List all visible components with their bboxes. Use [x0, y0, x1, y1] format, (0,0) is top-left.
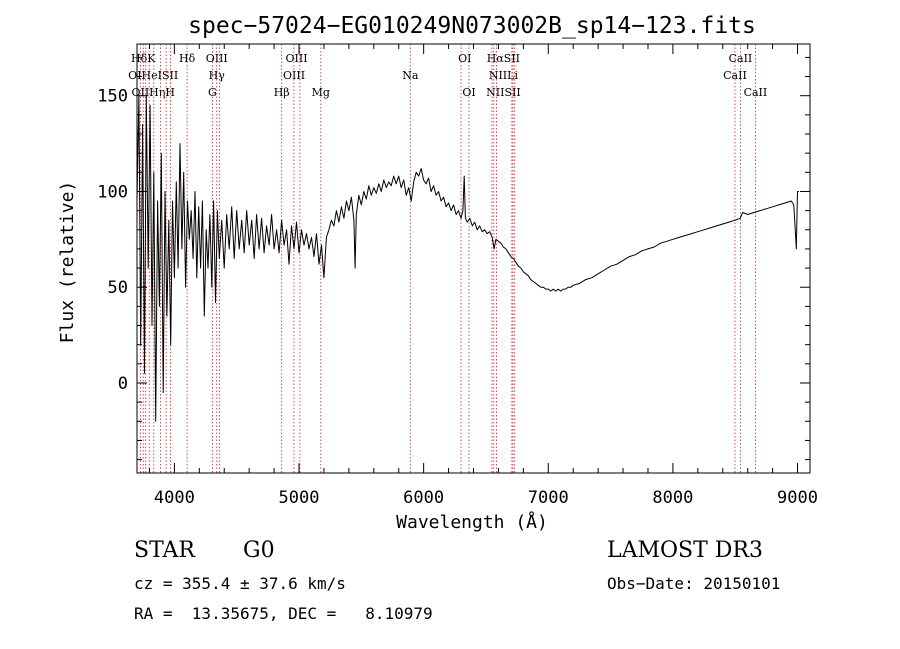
object-type: STAR: [134, 538, 195, 563]
line-label: CaII: [744, 86, 768, 99]
x-axis: 4000 5000 6000 7000 8000 9000: [148, 44, 818, 508]
obs-date: Obs−Date: 20150101: [607, 574, 781, 593]
y-tick-label: 150: [97, 87, 128, 107]
line-label: OIHeISII: [128, 69, 178, 82]
line-label: CaII: [729, 52, 753, 65]
line-label: Hγ: [209, 69, 226, 82]
line-label: OI: [458, 52, 471, 65]
line-label: G: [208, 86, 217, 99]
x-axis-label: Wavelength (Å): [396, 511, 548, 533]
y-tick-label: 50: [108, 278, 128, 298]
plot-border: [136, 43, 811, 474]
line-label: OIIHηH: [131, 86, 174, 99]
line-label: Mg: [312, 86, 330, 99]
coordinates: RA = 13.35675, DEC = 8.10979: [134, 604, 433, 623]
subclass: G0: [243, 538, 275, 563]
line-markers: [139, 44, 756, 473]
y-tick-label: 0: [118, 374, 128, 394]
line-label: Na: [402, 69, 419, 82]
y-tick-label: 100: [97, 182, 128, 202]
plot-frame: [136, 43, 811, 474]
x-tick-label: 4000: [154, 488, 195, 508]
survey-name: LAMOST DR3: [607, 538, 763, 563]
line-label: OIII: [285, 52, 307, 65]
line-label: Hδ: [179, 52, 196, 65]
line-label: HαSII: [487, 52, 520, 65]
line-label: NIILi: [489, 69, 519, 82]
line-label: HδK: [131, 52, 156, 65]
y-axis-label: Flux (relative): [57, 181, 78, 344]
line-label: CaII: [723, 69, 747, 82]
spectrum-series-line: [136, 95, 799, 422]
chart-title: spec−57024−EG010249N073002B_sp14−123.fit…: [188, 13, 756, 39]
x-tick-label: 8000: [652, 488, 693, 508]
x-tick-label: 7000: [528, 488, 569, 508]
x-tick-label: 5000: [279, 488, 320, 508]
y-axis: 0 50 100 150: [97, 56, 810, 461]
line-label: OIII: [206, 52, 228, 65]
line-label: OI: [462, 86, 475, 99]
x-tick-label: 6000: [403, 488, 444, 508]
redshift-readout: cz = 355.4 ± 37.6 km/s: [134, 574, 346, 593]
line-label: NIISII: [486, 86, 521, 99]
line-labels: HδK Hδ OIII OIII OI HαSII CaII OIHeISII Hγ OIII Na…: [128, 52, 767, 99]
line-label: Hβ: [274, 86, 290, 99]
x-tick-label: 9000: [777, 488, 818, 508]
line-label: OIII: [283, 69, 305, 82]
